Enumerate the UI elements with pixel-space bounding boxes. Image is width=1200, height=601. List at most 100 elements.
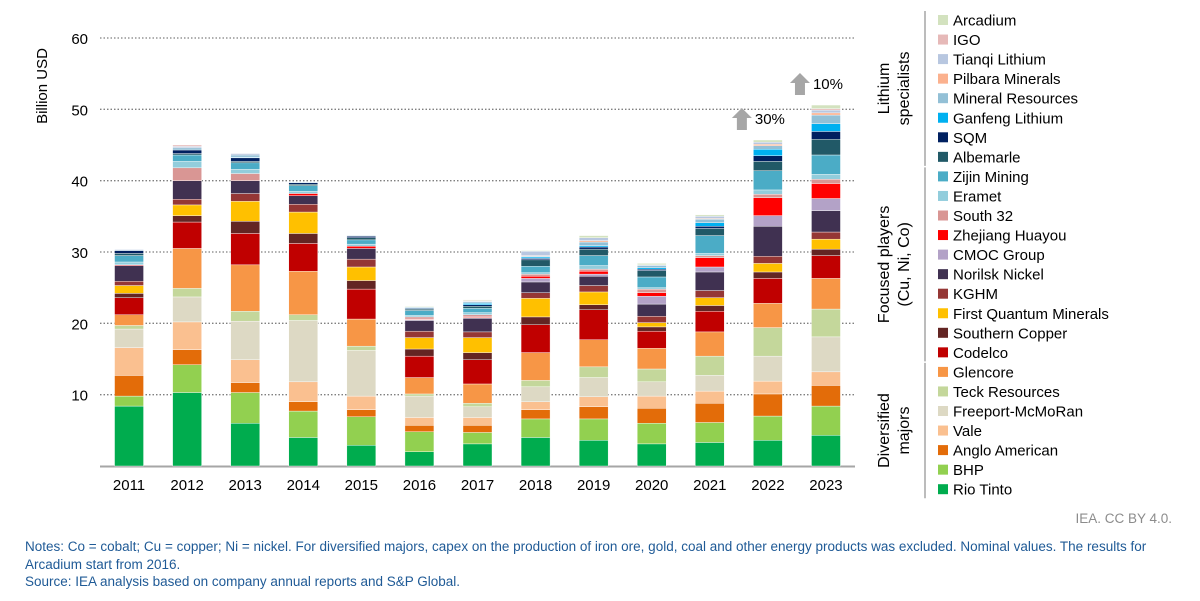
bar-segment (520, 273, 551, 277)
bar-segment (346, 236, 377, 238)
bar-segment (462, 299, 493, 301)
bar-segment (462, 352, 493, 360)
y-tick-label: 60 (71, 31, 88, 48)
bar-segment (578, 291, 609, 305)
bar-segment (288, 193, 318, 196)
legend-swatch (938, 464, 948, 475)
legend-swatch (938, 366, 948, 377)
bar-segment (172, 221, 202, 249)
bar-segment (288, 184, 318, 186)
bar-segment (520, 401, 551, 410)
bar-segment (578, 339, 609, 368)
bar-segment (753, 393, 783, 417)
bar-segment (695, 271, 725, 291)
bar-segment (230, 154, 260, 158)
bar-segment (288, 401, 318, 412)
bar-segment (520, 272, 551, 275)
legend-swatch (938, 54, 948, 65)
legend-swatch (938, 230, 948, 241)
bar-segment (346, 409, 377, 417)
legend-swatch (938, 386, 948, 397)
bar-segment (578, 255, 609, 266)
bar-segment (462, 306, 493, 309)
legend-label: Albemarle (953, 149, 1021, 166)
bar-segment (637, 276, 667, 288)
bar-segment (462, 403, 493, 407)
x-tick-label: 2014 (287, 477, 320, 494)
bar-segment (404, 316, 435, 320)
bar-segment (404, 417, 435, 426)
bar-segment (288, 191, 318, 194)
bar-segment (578, 273, 609, 277)
bar-segment (172, 153, 202, 156)
bar-segment (114, 405, 144, 467)
bar-segment (114, 297, 144, 315)
bar-segment (753, 303, 783, 328)
bar-segment (637, 330, 667, 349)
bar-segment (578, 406, 609, 420)
bar-segment (578, 246, 609, 250)
bar-segment (288, 182, 318, 185)
bar-stack-2012 (172, 144, 202, 467)
arrow-up-icon (731, 108, 752, 131)
legend-swatch (938, 269, 948, 280)
bar-segment (462, 331, 493, 338)
legend-item: CMOC Group (938, 247, 1045, 264)
bar-segment (811, 112, 841, 116)
bar-segment (637, 303, 667, 317)
bar-segment (346, 445, 377, 467)
bar-segment (114, 248, 144, 251)
annotation-label: 30% (755, 111, 785, 128)
bar-segment (172, 154, 202, 162)
legend-swatch (938, 308, 948, 319)
bar-segment (172, 321, 202, 350)
bar-segment (172, 204, 202, 216)
legend-swatch (938, 347, 948, 358)
bar-segment (811, 108, 841, 111)
bar-stack-2016 (404, 306, 435, 467)
bar-segment (695, 266, 725, 273)
legend-label: Teck Resources (953, 384, 1060, 401)
bar-segment (578, 241, 609, 246)
bar-segment (637, 296, 667, 305)
bar-segment (578, 418, 609, 441)
legend-swatch (938, 406, 948, 416)
bar-segment (404, 320, 435, 332)
y-tick-label: 50 (71, 102, 88, 119)
legend-label: Rio Tinto (953, 482, 1012, 499)
bar-segment (520, 409, 551, 420)
bar-segment (637, 395, 667, 409)
bar-segment (288, 204, 318, 213)
bar-segment (811, 210, 841, 233)
bar-segment (230, 153, 260, 156)
bar-segment (520, 437, 551, 467)
bar-segment (288, 320, 318, 383)
legend-item: Vale (938, 423, 982, 440)
legend-item: KGHM (938, 286, 998, 303)
bar-segment (753, 197, 783, 216)
bar-segment (695, 214, 725, 217)
bar-segment (172, 248, 202, 289)
bar-segment (811, 154, 841, 175)
bar-segment (230, 162, 260, 170)
bar-segment (578, 396, 609, 407)
bar-segment (172, 199, 202, 206)
legend-item: Ganfeng Lithium (938, 110, 1063, 127)
bar-segment (172, 167, 202, 181)
bar-segment (753, 327, 783, 357)
bar-segment (230, 173, 260, 181)
x-tick-label: 2017 (461, 477, 494, 494)
bar-segment (695, 297, 725, 306)
bar-segment (230, 320, 260, 360)
annotations: 30% 10% (731, 73, 843, 131)
bar-segment (114, 255, 144, 263)
bar-segment (114, 395, 144, 407)
bar-segment (346, 318, 377, 347)
bar-segment (404, 348, 435, 357)
bar-segment (114, 325, 144, 330)
bar-segment (172, 349, 202, 365)
bar-segment (520, 380, 551, 388)
x-tick-label: 2022 (751, 477, 784, 494)
bar-segment (346, 350, 377, 397)
bar-segment (404, 310, 435, 316)
